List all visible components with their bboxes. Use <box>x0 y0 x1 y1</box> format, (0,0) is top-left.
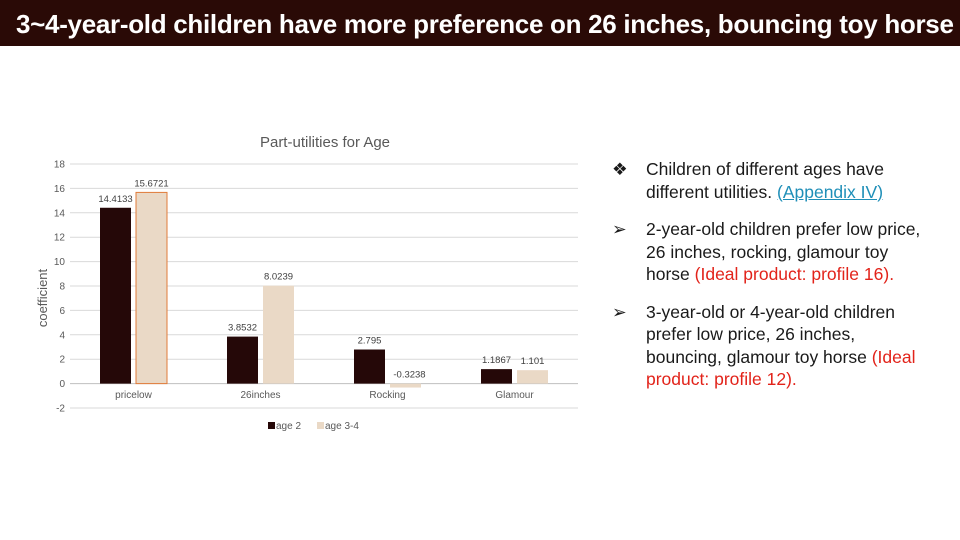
y-tick-label: 12 <box>54 233 66 244</box>
x-tick-label: pricelow <box>115 390 152 401</box>
bar-age34 <box>390 383 421 388</box>
y-axis-label: coefficient <box>35 268 50 327</box>
data-label: 14.4133 <box>98 194 132 205</box>
y-tick-label: 0 <box>59 379 65 390</box>
bar-age34 <box>517 370 548 384</box>
bullet-text: 3-year-old or 4-year-old children prefer… <box>646 301 895 367</box>
data-label: 1.101 <box>521 356 545 367</box>
arrow-bullet-icon: ➢ <box>612 219 627 239</box>
bullet-text: Children of different ages have differen… <box>646 159 885 202</box>
page-title: 3~4-year-old children have more preferen… <box>16 9 954 39</box>
y-tick-label: 18 <box>54 160 66 171</box>
data-label: 2.795 <box>358 336 382 347</box>
ideal-product-note: (Ideal product: profile 12). <box>646 346 916 390</box>
ideal-product-note: (Ideal product: profile 16). <box>694 264 895 284</box>
title-bar: 3~4-year-old children have more preferen… <box>0 0 960 46</box>
y-tick-label: 14 <box>54 208 66 219</box>
chart-title: Part-utilities for Age <box>260 134 390 151</box>
bar-age34 <box>135 191 168 385</box>
y-tick-label: 8 <box>59 282 65 293</box>
x-tick-label: Glamour <box>495 390 534 401</box>
data-label: 1.1867 <box>482 355 511 366</box>
y-tick-label: 2 <box>59 355 65 366</box>
bar-age2 <box>354 349 385 384</box>
bar-age34 <box>263 285 294 384</box>
arrow-bullet-icon: ➢ <box>612 301 627 322</box>
bar-chart: Part-utilities for Age -2 0 2 4 6 8 10 12 14 16 18 c… <box>35 134 578 432</box>
y-tick-label: 4 <box>59 330 65 341</box>
bar-age2 <box>100 207 131 384</box>
y-tick-label: 16 <box>54 184 66 195</box>
bullet-item: ➢ 2-year-old children prefer low price, 2… <box>612 218 932 286</box>
legend-label: age 3-4 <box>325 421 359 432</box>
x-tick-label: 26inches <box>240 390 280 401</box>
x-tick-label: Rocking <box>369 390 405 401</box>
data-label: -0.3238 <box>393 370 425 381</box>
legend-swatch <box>268 422 275 429</box>
bar-age2 <box>227 336 258 384</box>
appendix-link[interactable]: (Appendix IV) <box>777 181 884 202</box>
bullet-item: ➢ 3-year-old or 4-year-old children prefe… <box>612 301 932 391</box>
data-label: 3.8532 <box>228 323 257 334</box>
y-tick-label: 6 <box>59 306 65 317</box>
data-label: 8.0239 <box>264 272 293 283</box>
data-label: 15.6721 <box>134 178 168 189</box>
bullet-item: ❖ Children of different ages have differe… <box>612 158 932 203</box>
diamond-bullet-icon: ❖ <box>612 159 628 179</box>
bullet-text: 2-year-old children prefer low price, 26… <box>646 219 921 284</box>
y-tick-label: 10 <box>54 257 66 268</box>
bullet-list: ❖ Children of different ages have differe… <box>612 158 932 406</box>
y-tick-label: -2 <box>56 404 65 415</box>
bar-age2 <box>481 369 512 384</box>
legend-swatch <box>317 422 324 429</box>
legend-label: age 2 <box>276 421 301 432</box>
